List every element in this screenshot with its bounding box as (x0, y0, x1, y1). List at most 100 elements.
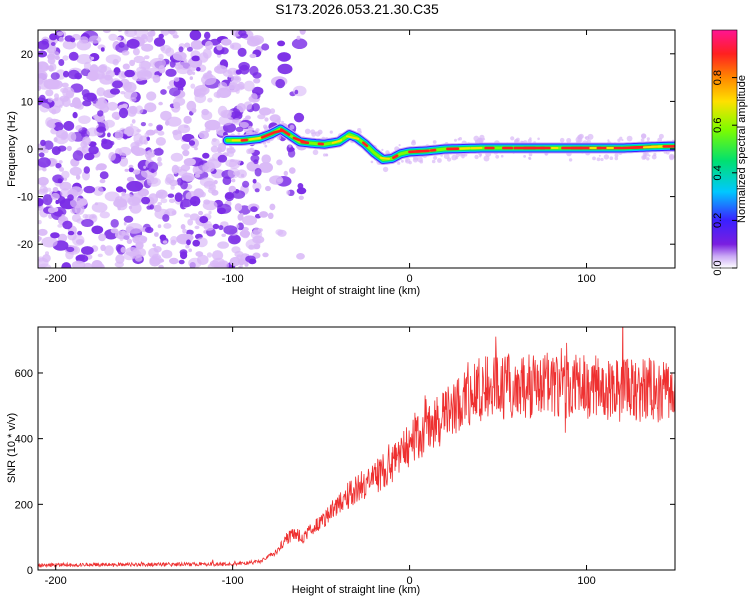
track-halo (566, 138, 572, 143)
noise-blob (174, 192, 183, 202)
noise-blob (83, 262, 93, 268)
noise-blob (76, 54, 93, 65)
noise-blob (116, 200, 128, 211)
noise-blob (55, 129, 68, 139)
noise-blob (180, 251, 188, 260)
noise-blob (168, 30, 176, 35)
noise-blob (67, 194, 74, 201)
noise-blob (38, 78, 44, 85)
noise-blob (200, 191, 206, 198)
colorbar-tick-label: 0.8 (712, 70, 724, 85)
noise-blob (109, 88, 121, 95)
noise-blob (181, 143, 190, 151)
track-halo (398, 144, 401, 147)
noise-blob (58, 160, 63, 164)
y-tick-label: 600 (15, 368, 33, 380)
noise-blob (95, 100, 101, 107)
snr-y-label: SNR (10 * v/v) (6, 413, 18, 483)
noise-blob (223, 225, 238, 235)
track-halo (385, 150, 390, 155)
x-tick-label: -100 (222, 273, 244, 285)
signal-peak (240, 138, 249, 142)
track-halo (495, 154, 500, 159)
noise-blob (203, 223, 215, 231)
noise-blob (182, 149, 190, 157)
noise-blob (205, 126, 211, 133)
noise-blob (178, 46, 184, 53)
track-halo (381, 148, 384, 151)
noise-blob (124, 30, 137, 38)
noise-blob (212, 223, 220, 230)
track-halo (248, 148, 254, 154)
noise-blob (237, 222, 244, 231)
noise-blob (190, 83, 196, 89)
track-halo (607, 139, 610, 142)
noise-blob (178, 259, 185, 265)
noise-blob (127, 196, 140, 206)
noise-blob (206, 252, 213, 258)
track-halo (592, 156, 596, 161)
noise-blob (228, 234, 241, 245)
noise-blob (96, 126, 107, 133)
noise-blob (108, 33, 118, 41)
x-tick-label: 100 (577, 575, 595, 587)
noise-blob (38, 263, 52, 268)
colorbar-tick-label: 0.0 (712, 260, 724, 275)
noise-blob (217, 241, 230, 249)
noise-blob (276, 178, 283, 183)
noise-blob (115, 254, 125, 264)
noise-blob (139, 135, 148, 145)
track-halo (640, 138, 645, 142)
noise-blob (87, 70, 99, 82)
noise-blob (132, 47, 140, 56)
colorbar-tick-label: 0.2 (712, 213, 724, 228)
y-tick-label: 400 (15, 434, 33, 446)
noise-blob (261, 43, 270, 51)
noise-blob (204, 40, 214, 51)
track-halo (528, 157, 532, 161)
noise-blob (245, 255, 256, 263)
track-halo (437, 158, 442, 163)
noise-blob (92, 114, 99, 119)
track-halo (276, 118, 282, 124)
signal-track (221, 118, 675, 173)
track-halo (357, 128, 362, 133)
noise-blob (261, 154, 272, 164)
track-halo (609, 156, 614, 160)
noise-blob (233, 76, 240, 81)
track-halo (431, 159, 436, 164)
noise-blob (161, 249, 173, 259)
noise-blob (269, 175, 284, 185)
noise-blob (149, 204, 154, 210)
noise-blob (265, 185, 271, 192)
noise-blob (259, 211, 269, 218)
noise-blob (164, 208, 177, 217)
snr-y-ticks: 0 200 400 600 (15, 368, 675, 577)
noise-blob (126, 176, 135, 182)
noise-blob (143, 165, 147, 169)
noise-blob (71, 260, 86, 268)
noise-blob (38, 70, 48, 81)
noise-blob (123, 221, 127, 226)
noise-blob (91, 225, 104, 235)
track-halo (585, 136, 590, 141)
noise-blob (110, 219, 119, 228)
track-halo (411, 139, 416, 144)
y-tick-label: 0 (27, 565, 33, 577)
noise-blob (174, 76, 180, 82)
noise-blob (99, 66, 112, 75)
noise-blob (232, 118, 242, 125)
noise-blob (129, 59, 136, 67)
colorbar-tick-label: 0.6 (712, 118, 724, 133)
noise-blob (250, 206, 258, 213)
noise-blob (242, 215, 257, 226)
noise-blob (99, 178, 106, 184)
noise-blob (38, 219, 42, 225)
noise-blob (41, 236, 58, 248)
spectrogram-y-label: Frequency (Hz) (6, 111, 18, 187)
noise-blob (38, 198, 44, 207)
noise-blob (231, 178, 236, 183)
noise-blob (75, 254, 89, 263)
noise-blob (196, 67, 201, 72)
noise-blob (136, 129, 142, 133)
